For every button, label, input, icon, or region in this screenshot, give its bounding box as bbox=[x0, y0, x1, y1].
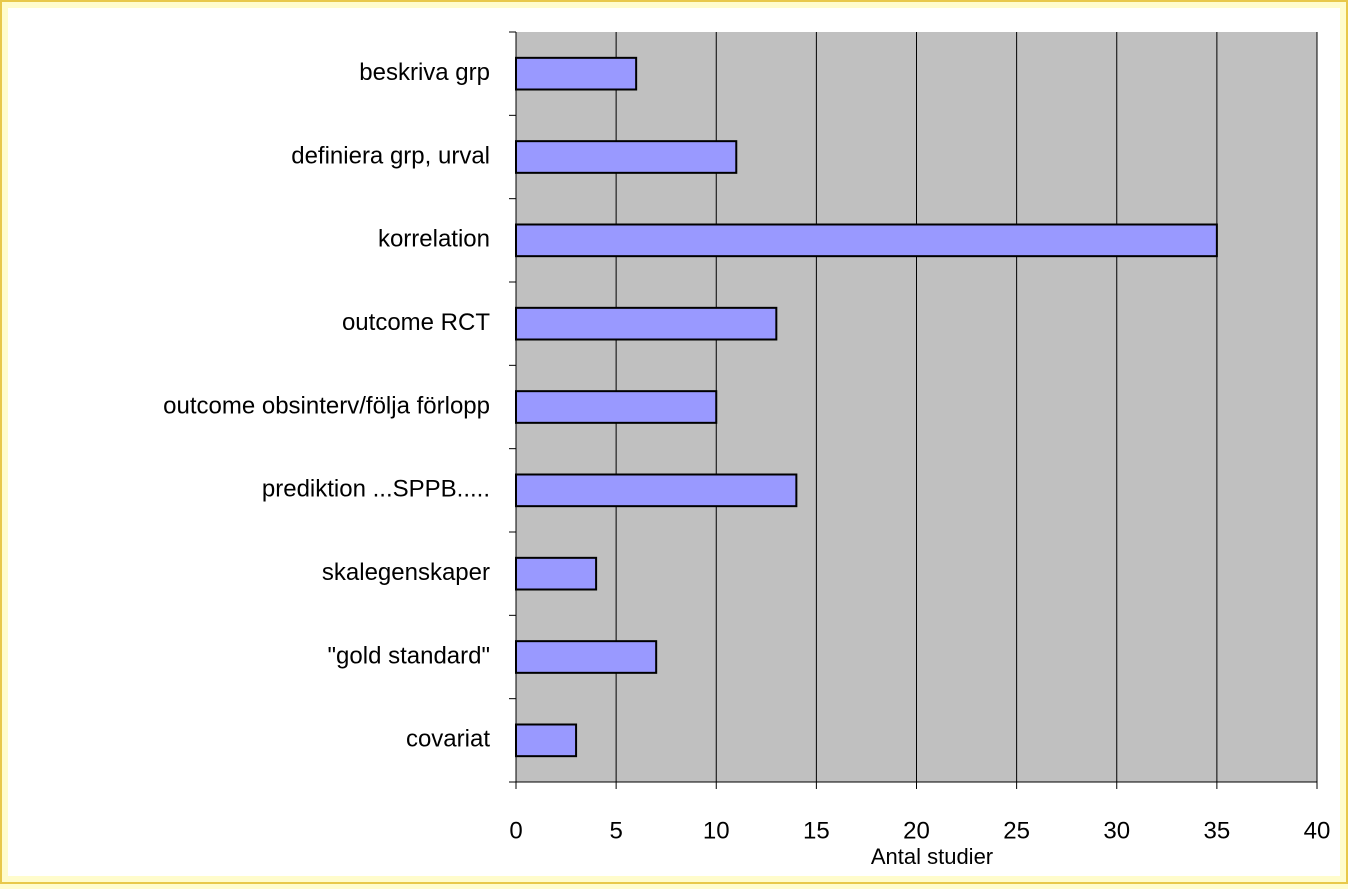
y-tick-label: "gold standard" bbox=[328, 642, 490, 669]
bar bbox=[515, 723, 578, 758]
y-tick-label: outcome obsinterv/följa förlopp bbox=[163, 392, 490, 419]
bar bbox=[515, 56, 638, 91]
y-tick-label: prediktion ...SPPB..... bbox=[262, 476, 490, 503]
bar bbox=[515, 140, 738, 174]
y-tick-label: korrelation bbox=[378, 226, 490, 253]
bar bbox=[515, 640, 658, 674]
bar bbox=[515, 556, 598, 591]
y-tick-label: skalegenskaper bbox=[322, 559, 490, 586]
y-tick-label: covariat bbox=[406, 726, 490, 753]
bar bbox=[515, 223, 1218, 258]
x-tick-label: 40 bbox=[1304, 817, 1331, 844]
x-tick-label: 30 bbox=[1103, 817, 1130, 844]
x-tick-label: 0 bbox=[509, 817, 522, 844]
x-tick-label: 10 bbox=[703, 817, 730, 844]
y-tick-label: beskriva grp bbox=[359, 59, 490, 86]
bar bbox=[515, 390, 718, 424]
x-tick-label: 35 bbox=[1204, 817, 1231, 844]
y-tick-label: outcome RCT bbox=[342, 309, 490, 336]
x-tick-label: 20 bbox=[903, 817, 930, 844]
bar bbox=[515, 473, 798, 508]
x-tick-label: 15 bbox=[803, 817, 830, 844]
y-tick-label: definiera grp, urval bbox=[291, 142, 490, 169]
x-axis-label: Antal studier bbox=[871, 844, 993, 869]
x-tick-label: 25 bbox=[1003, 817, 1030, 844]
x-tick-label: 5 bbox=[609, 817, 622, 844]
bar bbox=[515, 306, 778, 341]
